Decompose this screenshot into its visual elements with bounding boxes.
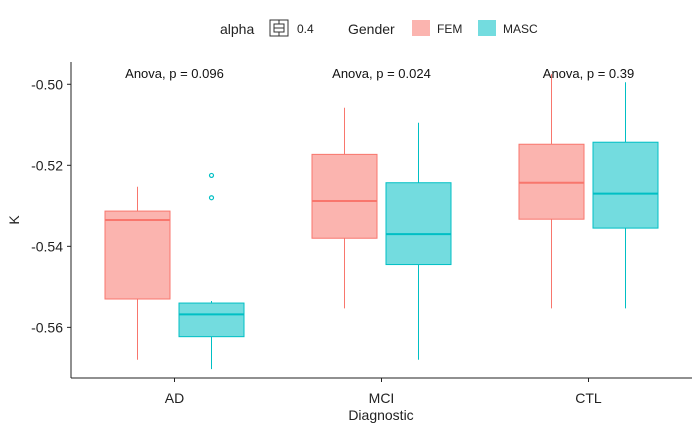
anova-label: Anova, p = 0.39 bbox=[543, 66, 634, 81]
legend-label-fem: FEM bbox=[437, 22, 462, 36]
anova-annotations: Anova, p = 0.096 Anova, p = 0.024 Anova, p… bbox=[125, 66, 634, 81]
box-fem-ctl bbox=[518, 74, 585, 309]
y-tick-label: -0.54 bbox=[31, 238, 63, 254]
legend-label-masc: MASC bbox=[503, 22, 538, 36]
x-tick-label: AD bbox=[165, 390, 184, 406]
anova-label: Anova, p = 0.024 bbox=[332, 66, 431, 81]
legend-alpha-title: alpha bbox=[220, 21, 254, 37]
box-body bbox=[385, 182, 452, 266]
legend-alpha-value: 0.4 bbox=[297, 22, 314, 36]
legend-gender-title: Gender bbox=[348, 21, 395, 37]
box-masc-mci bbox=[385, 122, 452, 360]
box-body bbox=[518, 143, 585, 220]
box-fem-ad bbox=[104, 186, 171, 360]
box-body bbox=[311, 153, 378, 239]
boxes bbox=[104, 74, 659, 370]
x-axis-title: Diagnostic bbox=[348, 407, 413, 423]
box-body bbox=[592, 141, 659, 229]
outlier-point bbox=[208, 195, 215, 201]
legend-key-fem bbox=[412, 20, 430, 36]
box-masc-ctl bbox=[592, 82, 659, 309]
box-fem-mci bbox=[311, 107, 378, 309]
legend: alpha 0.4 Gender FEM MASC bbox=[220, 19, 538, 37]
y-tick-label: -0.50 bbox=[31, 76, 63, 92]
y-axis-title: K bbox=[6, 215, 22, 225]
box-masc-ad bbox=[178, 172, 245, 370]
box-body bbox=[178, 302, 245, 338]
legend-alpha-key bbox=[269, 19, 289, 37]
x-tick-label: CTL bbox=[575, 390, 602, 406]
y-tick-label: -0.56 bbox=[31, 319, 63, 335]
y-tick-label: -0.52 bbox=[31, 157, 63, 173]
x-ticks: AD MCI CTL bbox=[165, 378, 602, 406]
legend-key-masc bbox=[478, 20, 496, 36]
box-body bbox=[104, 210, 171, 300]
outlier-point bbox=[208, 172, 215, 179]
anova-label: Anova, p = 0.096 bbox=[125, 66, 224, 81]
y-ticks: -0.56 -0.54 -0.52 -0.50 bbox=[31, 76, 71, 335]
x-tick-label: MCI bbox=[369, 390, 395, 406]
